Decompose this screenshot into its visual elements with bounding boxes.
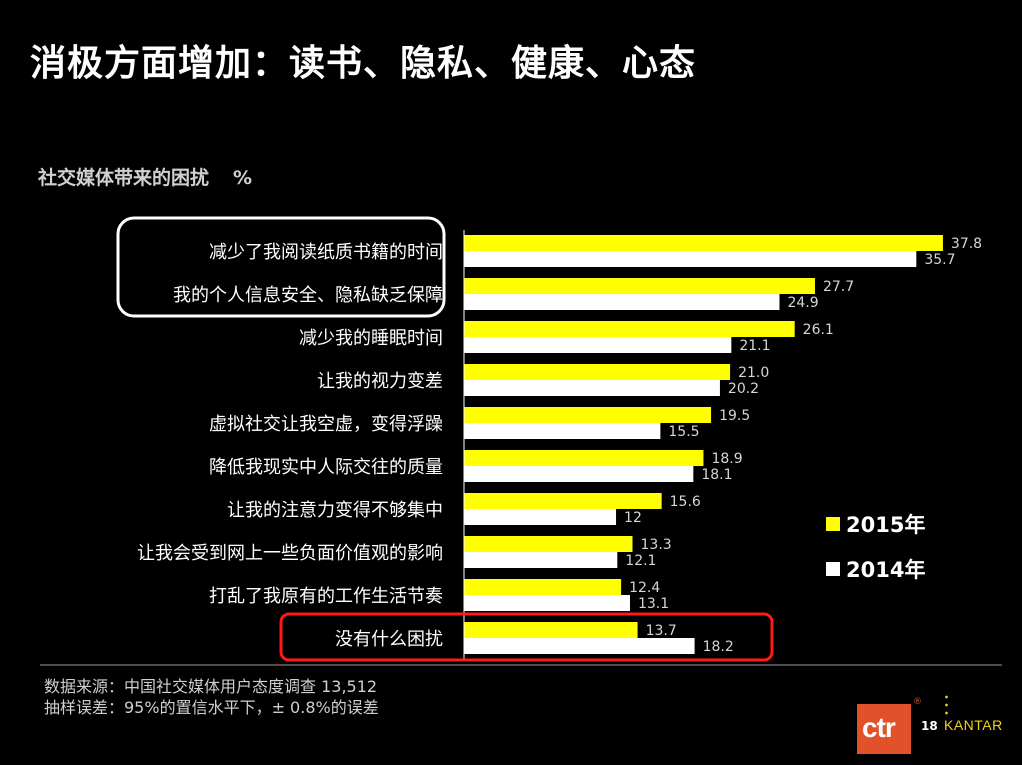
ctr-logo-text: ctr	[862, 712, 896, 743]
data-label: 13.1	[638, 596, 669, 612]
bar-2015	[464, 622, 638, 638]
bar-2015	[464, 579, 622, 595]
bar-2014	[464, 294, 780, 310]
kantar-logo: KANTAR	[944, 717, 1003, 733]
legend-item-2014: 2014年	[826, 554, 925, 584]
bar-2015	[464, 364, 731, 380]
ctr-logo-icon	[857, 704, 911, 754]
legend-swatch-2015	[826, 517, 840, 531]
subtitle-text: 社交媒体带来的困扰	[38, 167, 210, 189]
category-label: 没有什么困扰	[335, 629, 443, 650]
category-label: 虚拟社交让我空虚，变得浮躁	[209, 414, 443, 435]
bar-2014	[464, 251, 917, 267]
category-label: 让我的视力变差	[317, 371, 443, 392]
highlight-box-white	[116, 216, 446, 318]
bar-2014	[464, 466, 694, 482]
bar-2014	[464, 595, 630, 611]
data-label: 12.1	[625, 553, 656, 569]
registered-mark: ®	[913, 697, 922, 707]
data-label: 21.0	[738, 365, 769, 381]
data-label: 12.4	[629, 580, 660, 596]
slide-title: 消极方面增加：读书、隐私、健康、心态	[30, 43, 697, 84]
bar-2015	[464, 536, 633, 552]
data-label: 15.5	[668, 424, 699, 440]
category-label: 让我的注意力变得不够集中	[227, 500, 443, 521]
data-label: 37.8	[951, 236, 982, 252]
bar-2015	[464, 493, 662, 509]
data-label: 21.1	[739, 338, 770, 354]
page-number: 18	[921, 719, 938, 733]
chart-subtitle: 社交媒体带来的困扰%	[38, 163, 252, 190]
category-label: 打乱了我原有的工作生活节奏	[209, 586, 443, 607]
footer-error: 抽样误差：95%的置信水平下，± 0.8%的误差	[44, 698, 379, 717]
category-label: 减少了我阅读纸质书籍的时间	[209, 242, 443, 263]
data-label: 18.9	[711, 451, 742, 467]
data-label: 13.7	[646, 623, 677, 639]
bar-2015	[464, 321, 795, 337]
kantar-dots-icon	[945, 693, 948, 717]
bar-2015	[464, 450, 704, 466]
data-label: 20.2	[728, 381, 759, 397]
bar-2015	[464, 278, 815, 294]
data-label: 18.1	[701, 467, 732, 483]
bar-2014	[464, 552, 618, 568]
data-label: 18.2	[703, 639, 734, 655]
category-label: 降低我现实中人际交往的质量	[209, 457, 443, 478]
legend-label-2014: 2014年	[846, 558, 926, 582]
bar-2015	[464, 235, 943, 251]
footer-source: 数据来源：中国社交媒体用户态度调查 13,512	[44, 677, 378, 696]
data-label: 13.3	[641, 537, 672, 553]
bar-2014	[464, 423, 661, 439]
data-label: 35.7	[924, 252, 955, 268]
category-label: 减少我的睡眠时间	[299, 328, 443, 349]
legend-swatch-2014	[826, 562, 840, 576]
unit-label: %	[233, 167, 253, 189]
bar-2014	[464, 638, 695, 654]
bar-2014	[464, 337, 732, 353]
data-label: 12	[624, 510, 642, 526]
category-label: 让我会受到网上一些负面价值观的影响	[137, 543, 443, 564]
bar-2015	[464, 407, 712, 423]
category-label: 我的个人信息安全、隐私缺乏保障	[173, 285, 443, 306]
footer-notes: 数据来源：中国社交媒体用户态度调查 13,512 抽样误差：95%的置信水平下，…	[44, 676, 379, 718]
legend-label-2015: 2015年	[846, 513, 926, 537]
data-label: 27.7	[823, 279, 854, 295]
data-label: 26.1	[803, 322, 834, 338]
highlight-box-red	[279, 612, 774, 662]
data-label: 19.5	[719, 408, 750, 424]
bar-2014	[464, 509, 617, 525]
data-label: 24.9	[787, 295, 818, 311]
bar-2014	[464, 380, 720, 396]
legend-item-2015: 2015年	[826, 509, 925, 539]
data-label: 15.6	[670, 494, 701, 510]
